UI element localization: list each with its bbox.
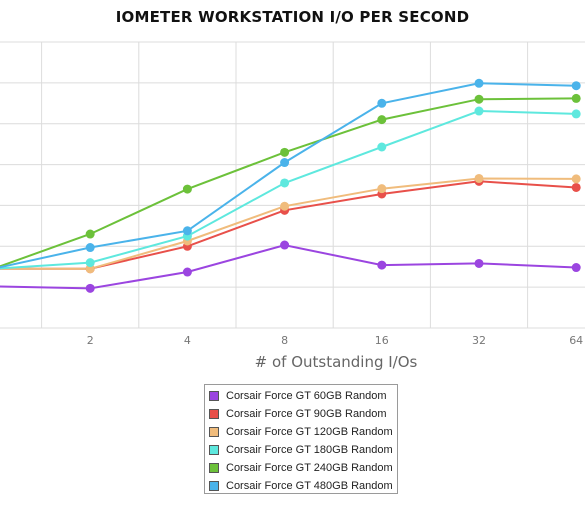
data-point bbox=[377, 142, 387, 152]
legend-label: Corsair Force GT 60GB Random bbox=[226, 390, 387, 402]
data-point bbox=[182, 226, 192, 236]
legend-item: Corsair Force GT 90GB Random bbox=[209, 405, 397, 423]
data-point bbox=[280, 178, 290, 188]
x-tick-label: 2 bbox=[87, 334, 94, 347]
legend-item: Corsair Force GT 60GB Random bbox=[209, 387, 397, 405]
data-point bbox=[280, 147, 290, 157]
line-chart: 2 4 8 16 32 64 # of Outstanding I/Os bbox=[0, 41, 585, 371]
data-point bbox=[280, 158, 290, 168]
data-point bbox=[182, 184, 192, 194]
data-point bbox=[571, 182, 581, 192]
data-point bbox=[474, 173, 484, 183]
data-point bbox=[377, 115, 387, 125]
data-point bbox=[377, 184, 387, 194]
data-point bbox=[571, 109, 581, 119]
data-point bbox=[85, 229, 95, 239]
legend: Corsair Force GT 60GB Random Corsair Forc… bbox=[204, 384, 398, 494]
series-line-1 bbox=[0, 180, 577, 270]
data-point bbox=[571, 263, 581, 273]
x-tick-label: 8 bbox=[281, 334, 288, 347]
legend-label: Corsair Force GT 90GB Random bbox=[226, 408, 387, 420]
legend-item: Corsair Force GT 180GB Random bbox=[209, 441, 397, 459]
series-lines bbox=[0, 82, 577, 290]
data-point bbox=[85, 258, 95, 268]
data-point bbox=[85, 283, 95, 293]
data-point bbox=[280, 240, 290, 250]
legend-item: Corsair Force GT 480GB Random bbox=[209, 477, 397, 495]
data-point bbox=[474, 94, 484, 104]
x-tick-label: 32 bbox=[472, 334, 486, 347]
data-point bbox=[377, 260, 387, 270]
data-point bbox=[280, 201, 290, 211]
data-point bbox=[182, 267, 192, 277]
data-point bbox=[377, 98, 387, 108]
x-axis-label: # of Outstanding I/Os bbox=[255, 353, 418, 371]
data-point bbox=[571, 174, 581, 184]
legend-item: Corsair Force GT 240GB Random bbox=[209, 459, 397, 477]
series-line-2 bbox=[0, 177, 577, 270]
legend-swatch bbox=[209, 427, 219, 437]
legend-swatch bbox=[209, 481, 219, 491]
data-point bbox=[474, 106, 484, 116]
legend-swatch bbox=[209, 409, 219, 419]
x-tick-label: 64 bbox=[569, 334, 583, 347]
x-tick-label: 16 bbox=[375, 334, 389, 347]
legend-label: Corsair Force GT 180GB Random bbox=[226, 444, 393, 456]
legend-swatch bbox=[209, 463, 219, 473]
legend-label: Corsair Force GT 120GB Random bbox=[226, 426, 393, 438]
chart-title: IOMETER WORKSTATION I/O PER SECOND bbox=[115, 8, 470, 26]
series-points bbox=[85, 78, 581, 293]
x-tick-label: 4 bbox=[184, 334, 191, 347]
data-point bbox=[571, 93, 581, 103]
x-axis-ticks: 2 4 8 16 32 64 bbox=[87, 334, 584, 347]
legend-swatch bbox=[209, 391, 219, 401]
legend-swatch bbox=[209, 445, 219, 455]
data-point bbox=[474, 258, 484, 268]
legend-label: Corsair Force GT 480GB Random bbox=[226, 480, 393, 492]
data-point bbox=[474, 78, 484, 88]
legend-item: Corsair Force GT 120GB Random bbox=[209, 423, 397, 441]
data-point bbox=[571, 81, 581, 91]
data-point bbox=[85, 243, 95, 253]
legend-label: Corsair Force GT 240GB Random bbox=[226, 462, 393, 474]
